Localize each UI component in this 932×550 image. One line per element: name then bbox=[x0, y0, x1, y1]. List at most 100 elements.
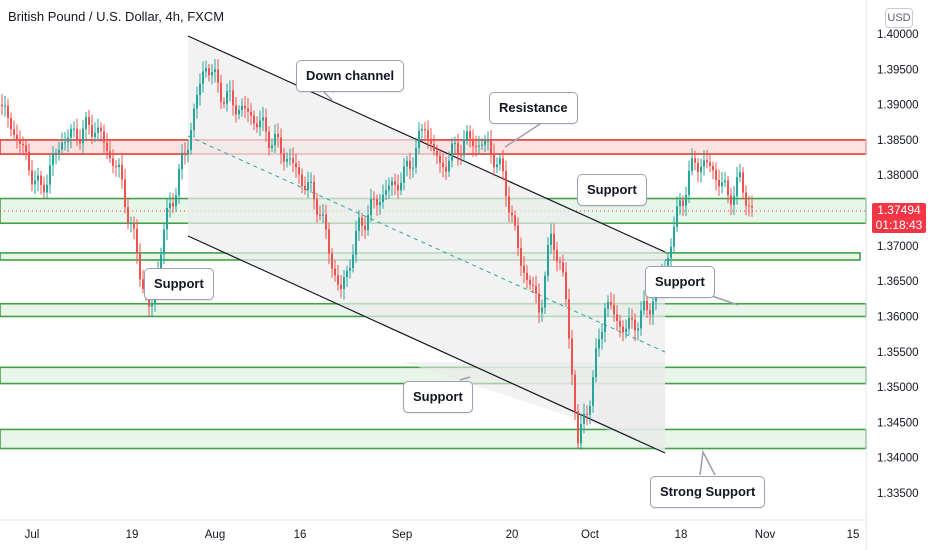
candle-body bbox=[193, 108, 195, 131]
candle-body bbox=[85, 116, 87, 129]
y-tick-label: 1.35000 bbox=[877, 382, 919, 394]
candle-body bbox=[643, 300, 645, 311]
candle-body bbox=[262, 117, 264, 121]
candle-body bbox=[112, 158, 114, 166]
candle-body bbox=[373, 199, 375, 201]
candle-body bbox=[514, 215, 516, 226]
candle-body bbox=[355, 230, 357, 255]
candle-body bbox=[160, 254, 162, 271]
candle-body bbox=[244, 105, 246, 109]
candle-body bbox=[220, 82, 222, 102]
candle-body bbox=[52, 154, 54, 166]
candle-body bbox=[103, 131, 105, 143]
candle-body bbox=[367, 215, 369, 231]
candle-body bbox=[391, 181, 393, 186]
candle-body bbox=[439, 155, 441, 163]
candle-body bbox=[28, 151, 30, 171]
support-callout-middle[interactable]: Support bbox=[403, 381, 473, 413]
candle-body bbox=[184, 152, 186, 155]
candle-body bbox=[208, 68, 210, 76]
y-tick-label: 1.36000 bbox=[877, 311, 919, 323]
y-tick-label: 1.34000 bbox=[877, 453, 919, 465]
candle-body bbox=[613, 304, 615, 315]
y-tick-label: 1.39000 bbox=[877, 100, 919, 112]
candle-body bbox=[532, 284, 534, 286]
candle-body bbox=[502, 158, 504, 172]
candle-body bbox=[550, 233, 552, 246]
candle-body bbox=[169, 203, 171, 208]
candle-body bbox=[523, 265, 525, 273]
candle-body bbox=[178, 169, 180, 196]
candle-body bbox=[649, 309, 651, 315]
candle-body bbox=[688, 170, 690, 196]
candle-body bbox=[706, 160, 708, 163]
candle-body bbox=[316, 199, 318, 215]
candle-body bbox=[745, 192, 747, 206]
candle-body bbox=[703, 160, 705, 167]
strong-support-zone bbox=[0, 428, 867, 450]
strong-support-callout[interactable]: Strong Support bbox=[650, 476, 766, 508]
candle-body bbox=[256, 123, 258, 128]
candle-body bbox=[337, 275, 339, 285]
candle-body bbox=[598, 339, 600, 349]
down-channel-callout[interactable]: Down channel bbox=[296, 60, 405, 92]
candle-body bbox=[628, 318, 630, 329]
candle-body bbox=[163, 229, 165, 255]
candle-body bbox=[424, 129, 426, 131]
candle-body bbox=[595, 348, 597, 378]
candle-body bbox=[421, 129, 423, 131]
candle-body bbox=[235, 105, 237, 115]
candle-body bbox=[238, 109, 240, 115]
support-callout-right[interactable]: Support bbox=[645, 266, 715, 298]
candle-body bbox=[190, 130, 192, 150]
candle-body bbox=[268, 131, 270, 148]
candle-body bbox=[616, 314, 618, 321]
y-tick-label: 1.37000 bbox=[877, 241, 919, 253]
last-price-value: 1.37494 bbox=[877, 203, 921, 217]
candle-body bbox=[139, 253, 141, 280]
candle-body bbox=[292, 158, 294, 163]
candle-body bbox=[79, 140, 81, 144]
candle-body bbox=[448, 160, 450, 172]
candle-body bbox=[460, 155, 462, 157]
candle-body bbox=[223, 101, 225, 104]
candle-body bbox=[334, 268, 336, 276]
candle-body bbox=[562, 262, 564, 273]
candle-body bbox=[370, 199, 372, 216]
candle-body bbox=[13, 129, 15, 135]
candle-body bbox=[172, 203, 174, 207]
candle-body bbox=[385, 190, 387, 195]
candle-body bbox=[415, 147, 417, 168]
candle-body bbox=[295, 162, 297, 168]
candle-body bbox=[349, 268, 351, 271]
resistance-callout[interactable]: Resistance bbox=[489, 92, 578, 124]
currency-button[interactable]: USD bbox=[885, 8, 913, 28]
candle-body bbox=[685, 195, 687, 206]
candle-body bbox=[733, 196, 735, 205]
candle-body bbox=[226, 91, 228, 104]
candle-body bbox=[124, 179, 126, 208]
candle-body bbox=[364, 225, 366, 231]
candle-body bbox=[76, 128, 78, 141]
support-callout-left[interactable]: Support bbox=[144, 268, 214, 300]
candle-body bbox=[61, 142, 63, 150]
candle-body bbox=[379, 201, 381, 206]
candle-body bbox=[175, 195, 177, 207]
candle-body bbox=[403, 166, 405, 183]
candle-body bbox=[40, 175, 42, 185]
candle-body bbox=[427, 130, 429, 139]
candle-body bbox=[544, 275, 546, 308]
support-callout-right-top[interactable]: Support bbox=[577, 174, 647, 206]
candle-body bbox=[136, 228, 138, 254]
candle-body bbox=[499, 158, 501, 165]
candle-body bbox=[217, 69, 219, 83]
candle-body bbox=[187, 149, 189, 155]
candle-body bbox=[43, 184, 45, 193]
candle-body bbox=[691, 158, 693, 171]
candle-body bbox=[505, 171, 507, 197]
candle-body bbox=[586, 413, 588, 415]
candle-body bbox=[67, 137, 69, 143]
candle-body bbox=[22, 143, 24, 146]
symbol-title[interactable]: British Pound / U.S. Dollar, 4h, FXCM bbox=[8, 9, 225, 24]
